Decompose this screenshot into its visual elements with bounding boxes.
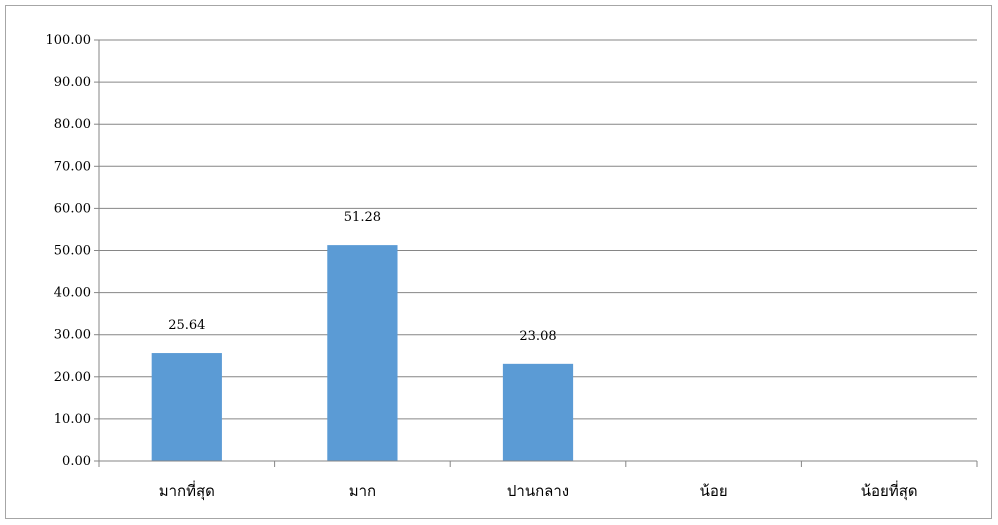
data-labels: 25.64 51.28 23.08	[168, 210, 556, 344]
y-tick-label: 90.00	[54, 75, 91, 90]
x-category-label: มาก	[349, 482, 376, 500]
y-tick-label: 0.00	[62, 454, 91, 469]
gridlines	[99, 39, 977, 420]
y-tick-label: 20.00	[54, 370, 91, 385]
data-label: 23.08	[519, 329, 556, 344]
x-category-label: น้อยที่สุด	[861, 480, 918, 501]
y-tick-label: 80.00	[54, 117, 91, 132]
x-category-label: ปานกลาง	[507, 482, 569, 500]
bars	[151, 245, 574, 461]
y-tick-label: 50.00	[54, 244, 91, 259]
y-tick-label: 30.00	[54, 328, 91, 343]
bar-chart: 0.00 10.00 20.00 30.00 40.00 50.00 60.00 70.00 8…	[46, 33, 978, 501]
x-category-label: มากที่สุด	[159, 480, 215, 501]
data-label: 25.64	[168, 318, 205, 333]
y-tick-label: 70.00	[54, 159, 91, 174]
y-tick-label: 10.00	[54, 412, 91, 427]
y-tick-label: 100.00	[46, 33, 92, 48]
bar	[327, 245, 398, 461]
x-category-label: น้อย	[700, 482, 728, 500]
x-category-labels: มากที่สุด มาก ปานกลาง น้อย น้อยที่สุด	[159, 480, 918, 501]
axes	[94, 39, 978, 467]
data-label: 51.28	[344, 210, 381, 225]
chart-frame: 0.00 10.00 20.00 30.00 40.00 50.00 60.00 70.00 8…	[5, 5, 992, 519]
y-tick-label: 60.00	[54, 201, 91, 216]
y-tick-labels: 0.00 10.00 20.00 30.00 40.00 50.00 60.00 70.00 8…	[46, 33, 92, 469]
y-tick-label: 40.00	[54, 286, 91, 301]
bar	[502, 363, 574, 461]
bar	[151, 353, 222, 461]
